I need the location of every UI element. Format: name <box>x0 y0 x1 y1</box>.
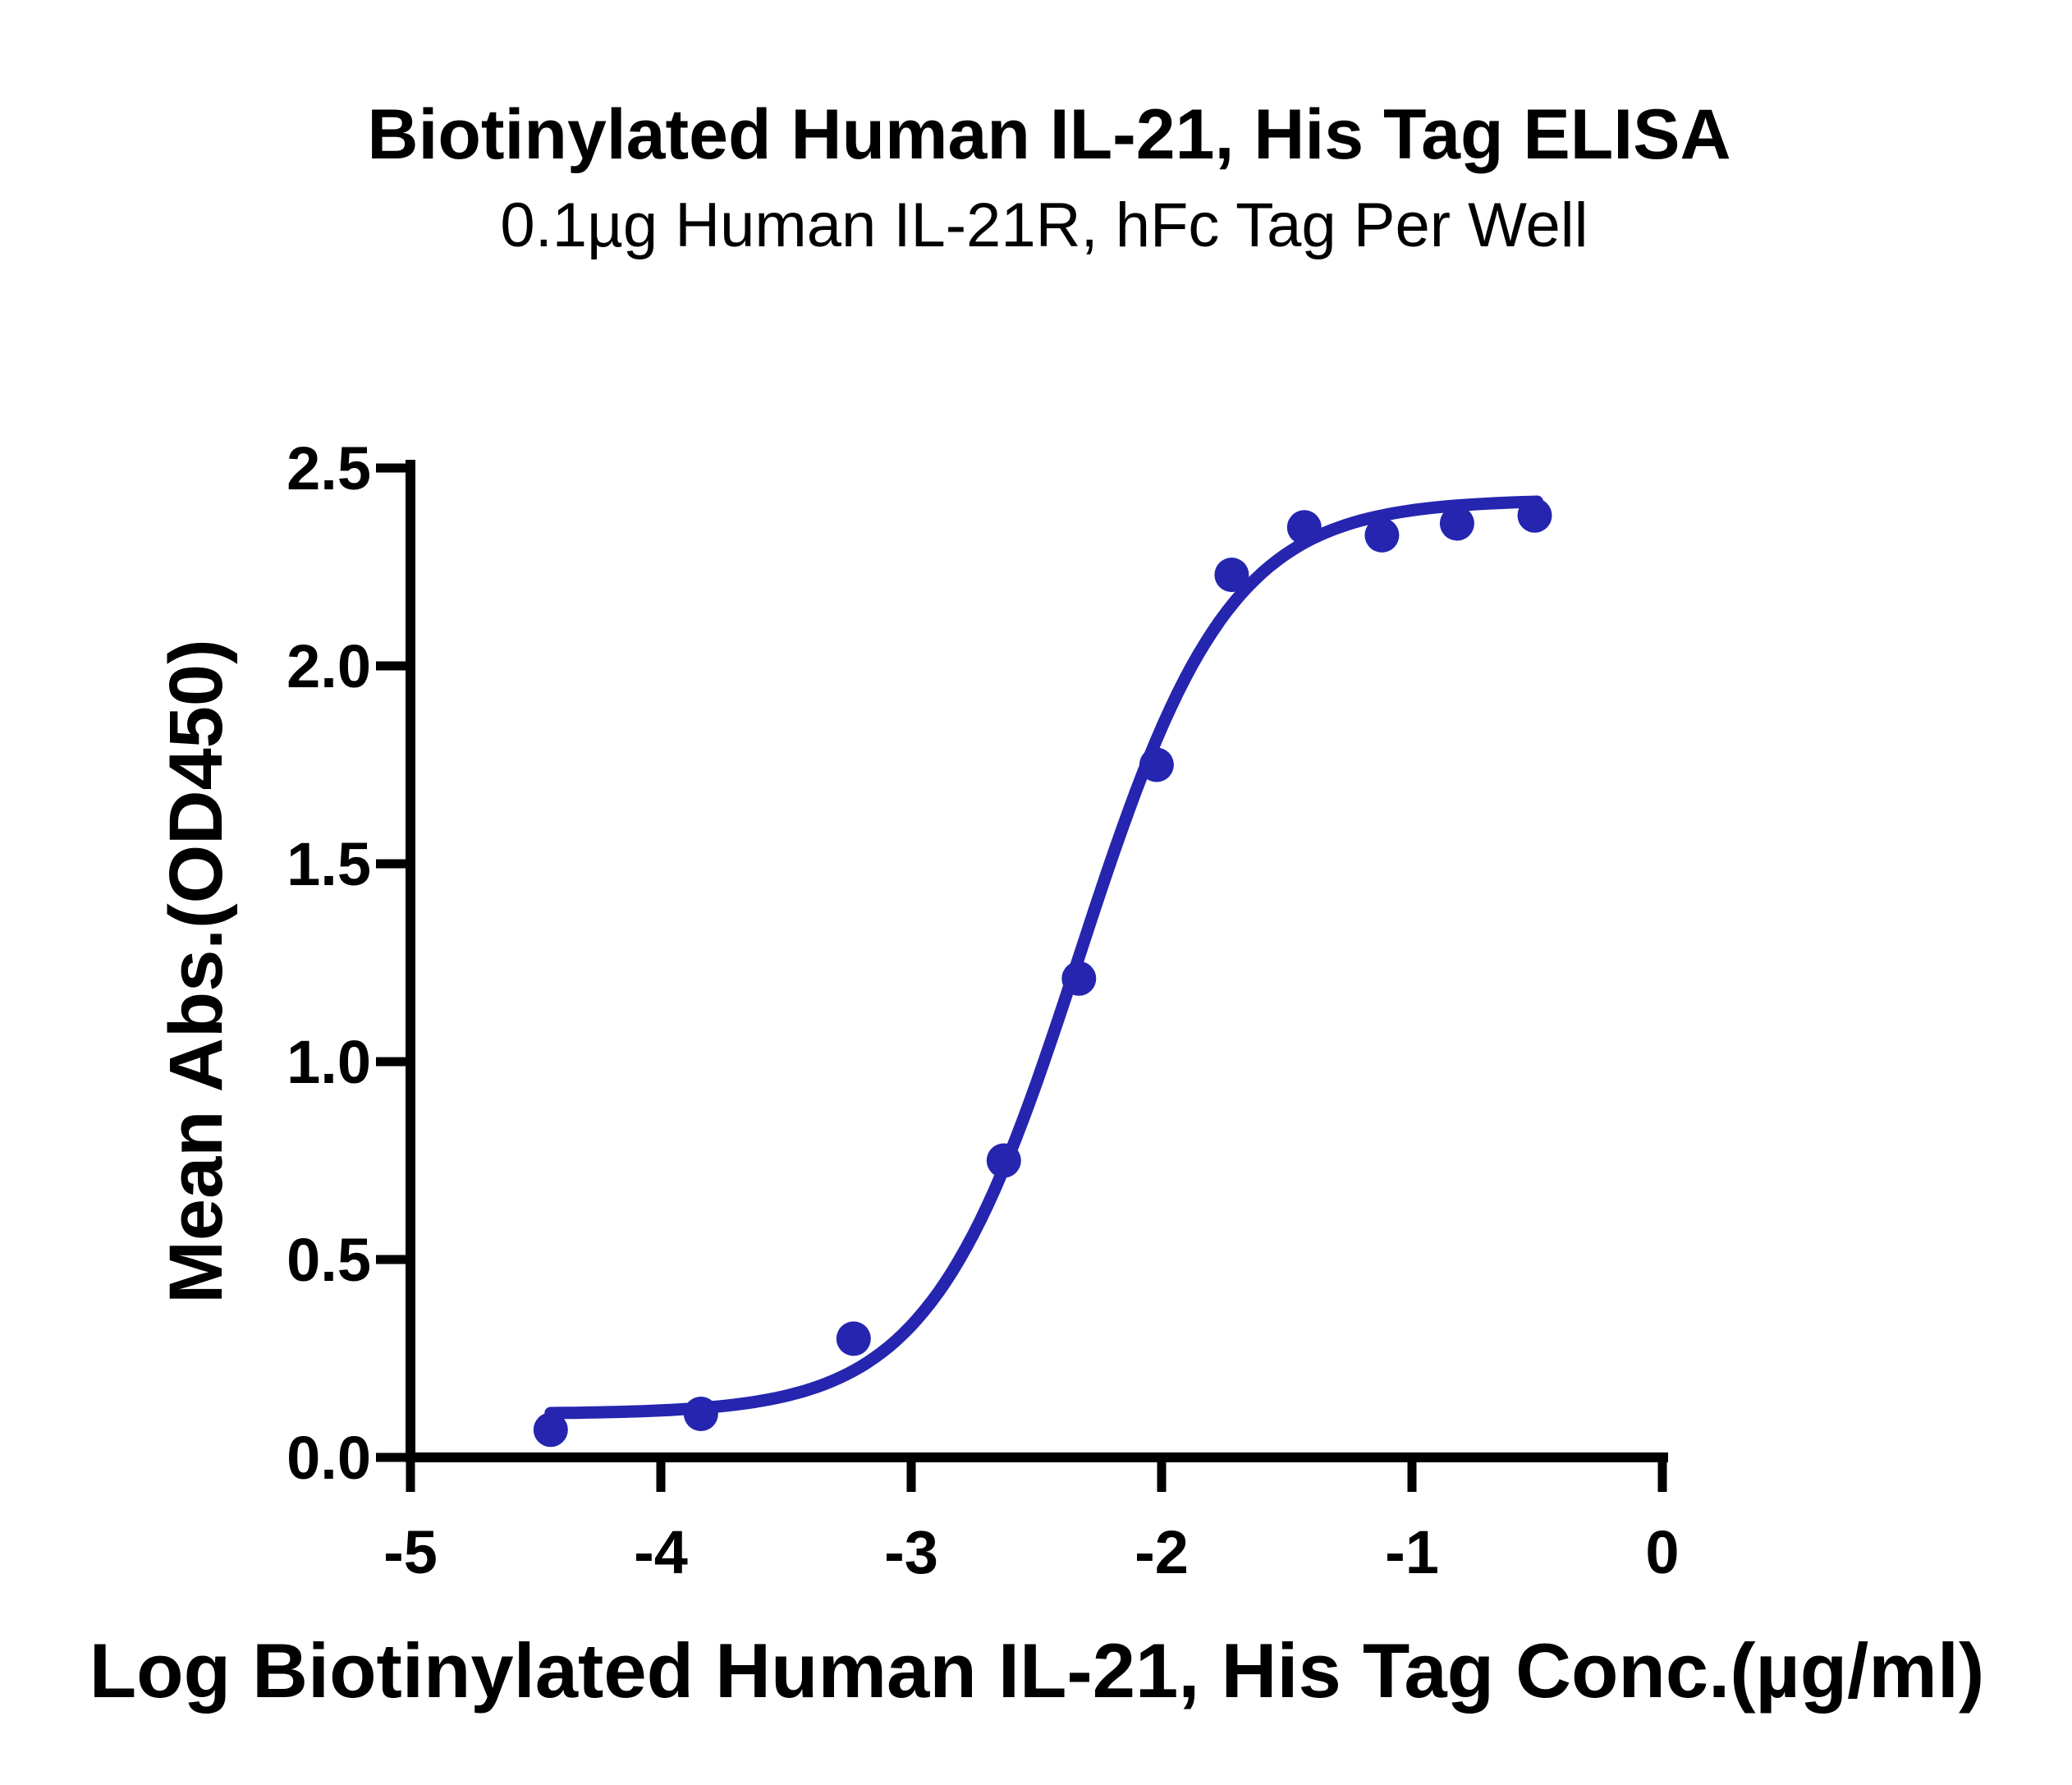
axis-lines-layer <box>406 460 1668 1462</box>
y-tick-label: 0.0 <box>287 1424 371 1492</box>
y-tick-label: 1.5 <box>287 830 371 898</box>
y-axis-title: Mean Abs.(OD450) <box>154 639 238 1303</box>
data-point <box>683 1397 718 1431</box>
y-tick-label: 2.5 <box>287 434 371 502</box>
y-tick-label: 1.0 <box>287 1028 371 1096</box>
x-tick-label: -5 <box>383 1518 438 1586</box>
x-tick-label: -3 <box>884 1518 938 1586</box>
x-tick-label: -2 <box>1135 1518 1189 1586</box>
y-tick-label: 0.5 <box>287 1226 371 1294</box>
x-tick-label: -4 <box>634 1518 688 1586</box>
data-point <box>986 1143 1021 1178</box>
data-point <box>533 1412 568 1448</box>
data-point <box>1286 510 1322 545</box>
x-tick-label: -1 <box>1385 1518 1439 1586</box>
x-axis-title: Log Biotinylated Human IL-21, His Tag Co… <box>89 1627 1985 1714</box>
x-tick-label: 0 <box>1645 1518 1679 1586</box>
y-tick-label: 2.0 <box>287 632 371 700</box>
data-point <box>836 1321 871 1356</box>
data-point <box>1139 747 1174 782</box>
data-point <box>1061 961 1097 996</box>
x-axis-ticks: -5 -4 -3 -2 -1 0 <box>383 1462 1680 1586</box>
fit-curve <box>544 495 1543 1420</box>
data-points-layer <box>533 498 1552 1448</box>
chart-subtitle: 0.1µg Human IL-21R, hFc Tag Per Well <box>500 190 1588 260</box>
fit-curve-layer <box>544 495 1543 1420</box>
data-point <box>1214 558 1249 593</box>
y-axis-ticks: 0.0 0.5 1.0 1.5 2.0 2.5 <box>287 434 406 1492</box>
chart-title: Biotinylated Human IL-21, His Tag ELISA <box>367 95 1730 174</box>
data-point <box>1517 498 1552 533</box>
data-point <box>1364 517 1400 553</box>
data-point <box>1439 506 1474 541</box>
